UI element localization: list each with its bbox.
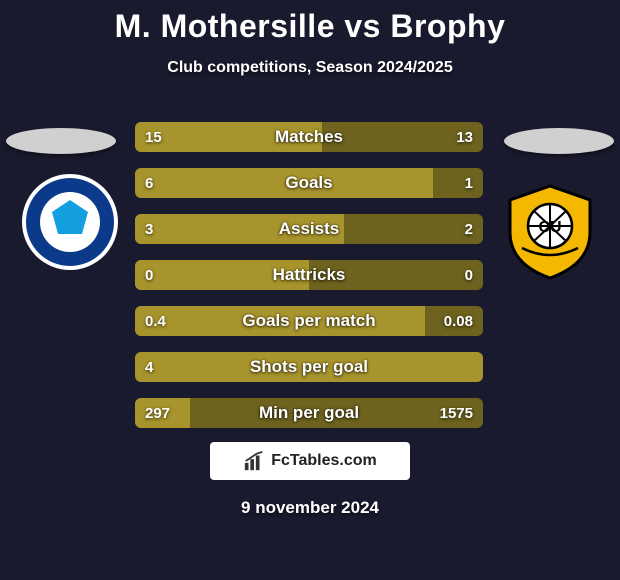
stat-bar-track <box>135 122 483 152</box>
stat-bar-right-fill <box>309 260 483 290</box>
svg-text:CU: CU <box>538 219 561 236</box>
stat-bar-right-fill <box>322 122 483 152</box>
stat-bar-right-fill <box>433 168 483 198</box>
subtitle: Club competitions, Season 2024/2025 <box>0 59 620 77</box>
right-player-shadow <box>504 128 614 154</box>
stat-bar-right-fill <box>425 306 483 336</box>
footer-brand-badge: FcTables.com <box>210 442 410 480</box>
stat-bar-track <box>135 260 483 290</box>
stat-bar-right-fill <box>344 214 483 244</box>
stat-bar-left-fill <box>135 214 344 244</box>
stat-row: 0.40.08Goals per match <box>135 306 483 336</box>
stat-bar-left-fill <box>135 122 322 152</box>
stat-bar-track <box>135 306 483 336</box>
right-team-crest: CU <box>500 182 600 282</box>
stat-bar-left-fill <box>135 352 483 382</box>
stat-row: 61Goals <box>135 168 483 198</box>
stat-bar-right-fill <box>190 398 483 428</box>
left-player-shadow <box>6 128 116 154</box>
footer-brand-text: FcTables.com <box>271 452 377 470</box>
stat-bar-track <box>135 352 483 382</box>
stat-row: 1513Matches <box>135 122 483 152</box>
stat-bar-track <box>135 214 483 244</box>
left-team-crest <box>20 172 120 272</box>
stat-bar-left-fill <box>135 168 433 198</box>
stat-row: 00Hattricks <box>135 260 483 290</box>
cambridge-crest-icon: CU <box>500 182 600 282</box>
stat-bar-track <box>135 398 483 428</box>
stat-bar-left-fill <box>135 260 309 290</box>
peterborough-crest-icon <box>20 172 120 272</box>
stat-row: 2971575Min per goal <box>135 398 483 428</box>
stat-row: 32Assists <box>135 214 483 244</box>
stat-bar-left-fill <box>135 398 190 428</box>
stat-row: 4Shots per goal <box>135 352 483 382</box>
chart-icon <box>243 450 265 472</box>
stat-bar-track <box>135 168 483 198</box>
stat-bar-left-fill <box>135 306 425 336</box>
page-title: M. Mothersille vs Brophy <box>0 0 620 45</box>
footer-date: 9 november 2024 <box>0 498 620 518</box>
stats-bars: 1513Matches 61Goals 32Assists 00Hattricks 0.… <box>135 122 483 444</box>
